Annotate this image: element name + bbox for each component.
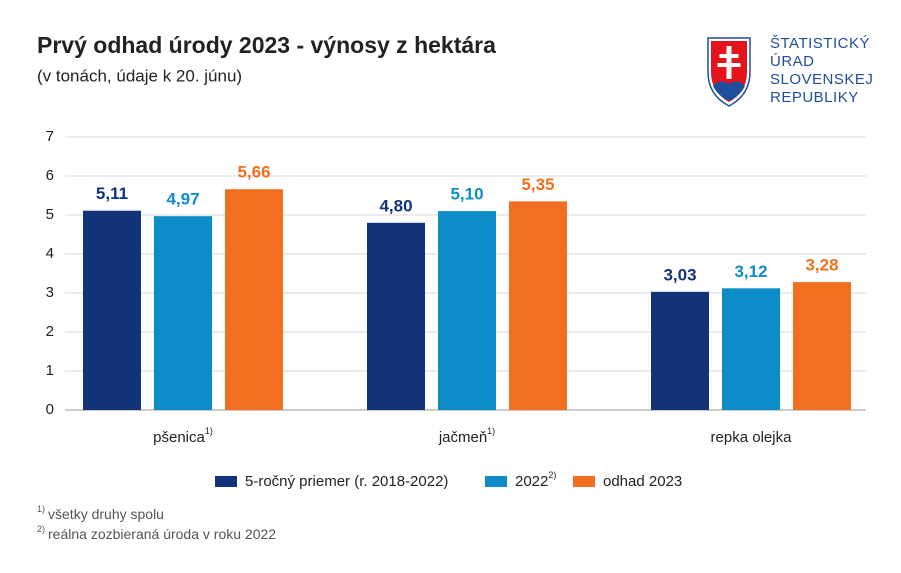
legend-label: 5-ročný priemer (r. 2018-2022) (245, 473, 448, 490)
value-label: 4,80 (379, 196, 412, 215)
legend-label: 20222) (515, 470, 556, 490)
bar (509, 201, 567, 410)
bar (83, 210, 141, 410)
value-label: 5,35 (521, 175, 554, 194)
value-label: 5,11 (96, 184, 128, 203)
footnote: 2) reálna zozbieraná úroda v roku 2022 (37, 524, 276, 541)
chart-subtitle: (v tonách, údaje k 20. júnu) (37, 66, 242, 85)
y-tick-label: 3 (46, 284, 54, 301)
y-tick-label: 6 (46, 167, 54, 184)
x-tick-label: jačmeň1) (438, 426, 495, 446)
legend-name: 2022 (515, 473, 548, 490)
logo-hills (713, 81, 745, 101)
bar (438, 211, 496, 410)
category-name: repka olejka (711, 429, 793, 446)
superscript-note: 2) (548, 470, 556, 480)
legend-name: 5-ročný priemer (r. 2018-2022) (245, 473, 448, 490)
value-label: 3,28 (805, 256, 838, 275)
y-tick-label: 4 (46, 245, 54, 262)
logo-cross (717, 46, 741, 79)
bar (367, 222, 425, 410)
value-label: 3,12 (734, 262, 767, 281)
superscript-note: 1) (487, 426, 495, 436)
x-tick-label: pšenica1) (153, 426, 213, 446)
bar (225, 189, 283, 410)
logo-line: ŠTATISTICKÝ (770, 35, 870, 52)
logo-line: ÚRAD (770, 53, 815, 70)
legend-swatch (215, 476, 237, 487)
logo (707, 37, 751, 107)
logo-line: REPUBLIKY (770, 89, 859, 106)
bar (154, 216, 212, 410)
value-label: 4,97 (166, 190, 199, 209)
category-name: pšenica (153, 429, 205, 446)
value-label: 3,03 (663, 265, 696, 284)
bar (722, 288, 780, 410)
y-tick-label: 1 (46, 362, 54, 379)
value-label: 5,10 (450, 185, 483, 204)
footnote-text: reálna zozbieraná úroda v roku 2022 (48, 526, 276, 542)
logo-line: SLOVENSKEJ (770, 71, 873, 88)
x-tick-label: repka olejka (711, 429, 793, 446)
legend-label: odhad 2023 (603, 473, 682, 490)
value-label: 5,66 (237, 163, 270, 182)
bar (651, 291, 709, 410)
bar (793, 282, 851, 410)
category-name: jačmeň (438, 429, 487, 446)
y-tick-label: 0 (46, 401, 54, 418)
footnote-mark: 2) (37, 524, 45, 534)
y-tick-label: 5 (46, 206, 54, 223)
legend-swatch (485, 476, 507, 487)
footnote: 1) všetky druhy spolu (37, 504, 164, 521)
chart-title: Prvý odhad úrody 2023 - výnosy z hektára (37, 32, 496, 58)
y-tick-label: 2 (46, 323, 54, 340)
footnote-mark: 1) (37, 504, 45, 514)
superscript-note: 1) (205, 426, 213, 436)
footnote-text: všetky druhy spolu (48, 506, 164, 522)
legend-name: odhad 2023 (603, 473, 682, 490)
legend-swatch (573, 476, 595, 487)
y-tick-label: 7 (46, 128, 54, 145)
